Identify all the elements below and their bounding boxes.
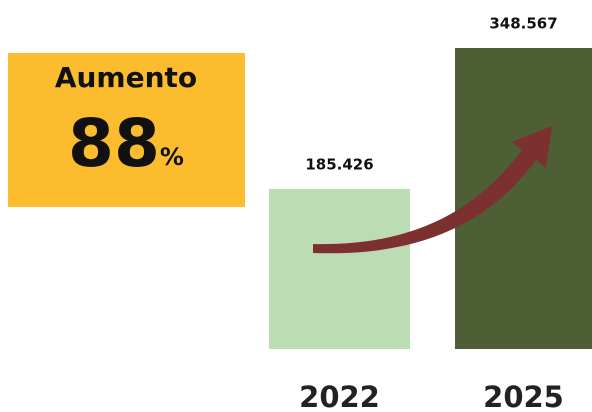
annotation-value-text: 88%	[68, 105, 184, 182]
annotation-title: Aumento	[55, 61, 197, 94]
bars: 185.426 2022 348.567 2025	[269, 15, 592, 412]
annotation-box	[8, 53, 245, 207]
value-label: 185.426	[305, 155, 373, 173]
annotation-value: 88	[68, 105, 160, 182]
arrow	[313, 126, 552, 254]
x-tick-label: 2022	[299, 380, 380, 412]
bar	[269, 188, 410, 349]
arrow-shape	[313, 126, 552, 254]
value-label: 348.567	[489, 15, 557, 33]
annotation-unit: %	[160, 143, 184, 171]
x-tick-label: 2025	[483, 380, 564, 412]
